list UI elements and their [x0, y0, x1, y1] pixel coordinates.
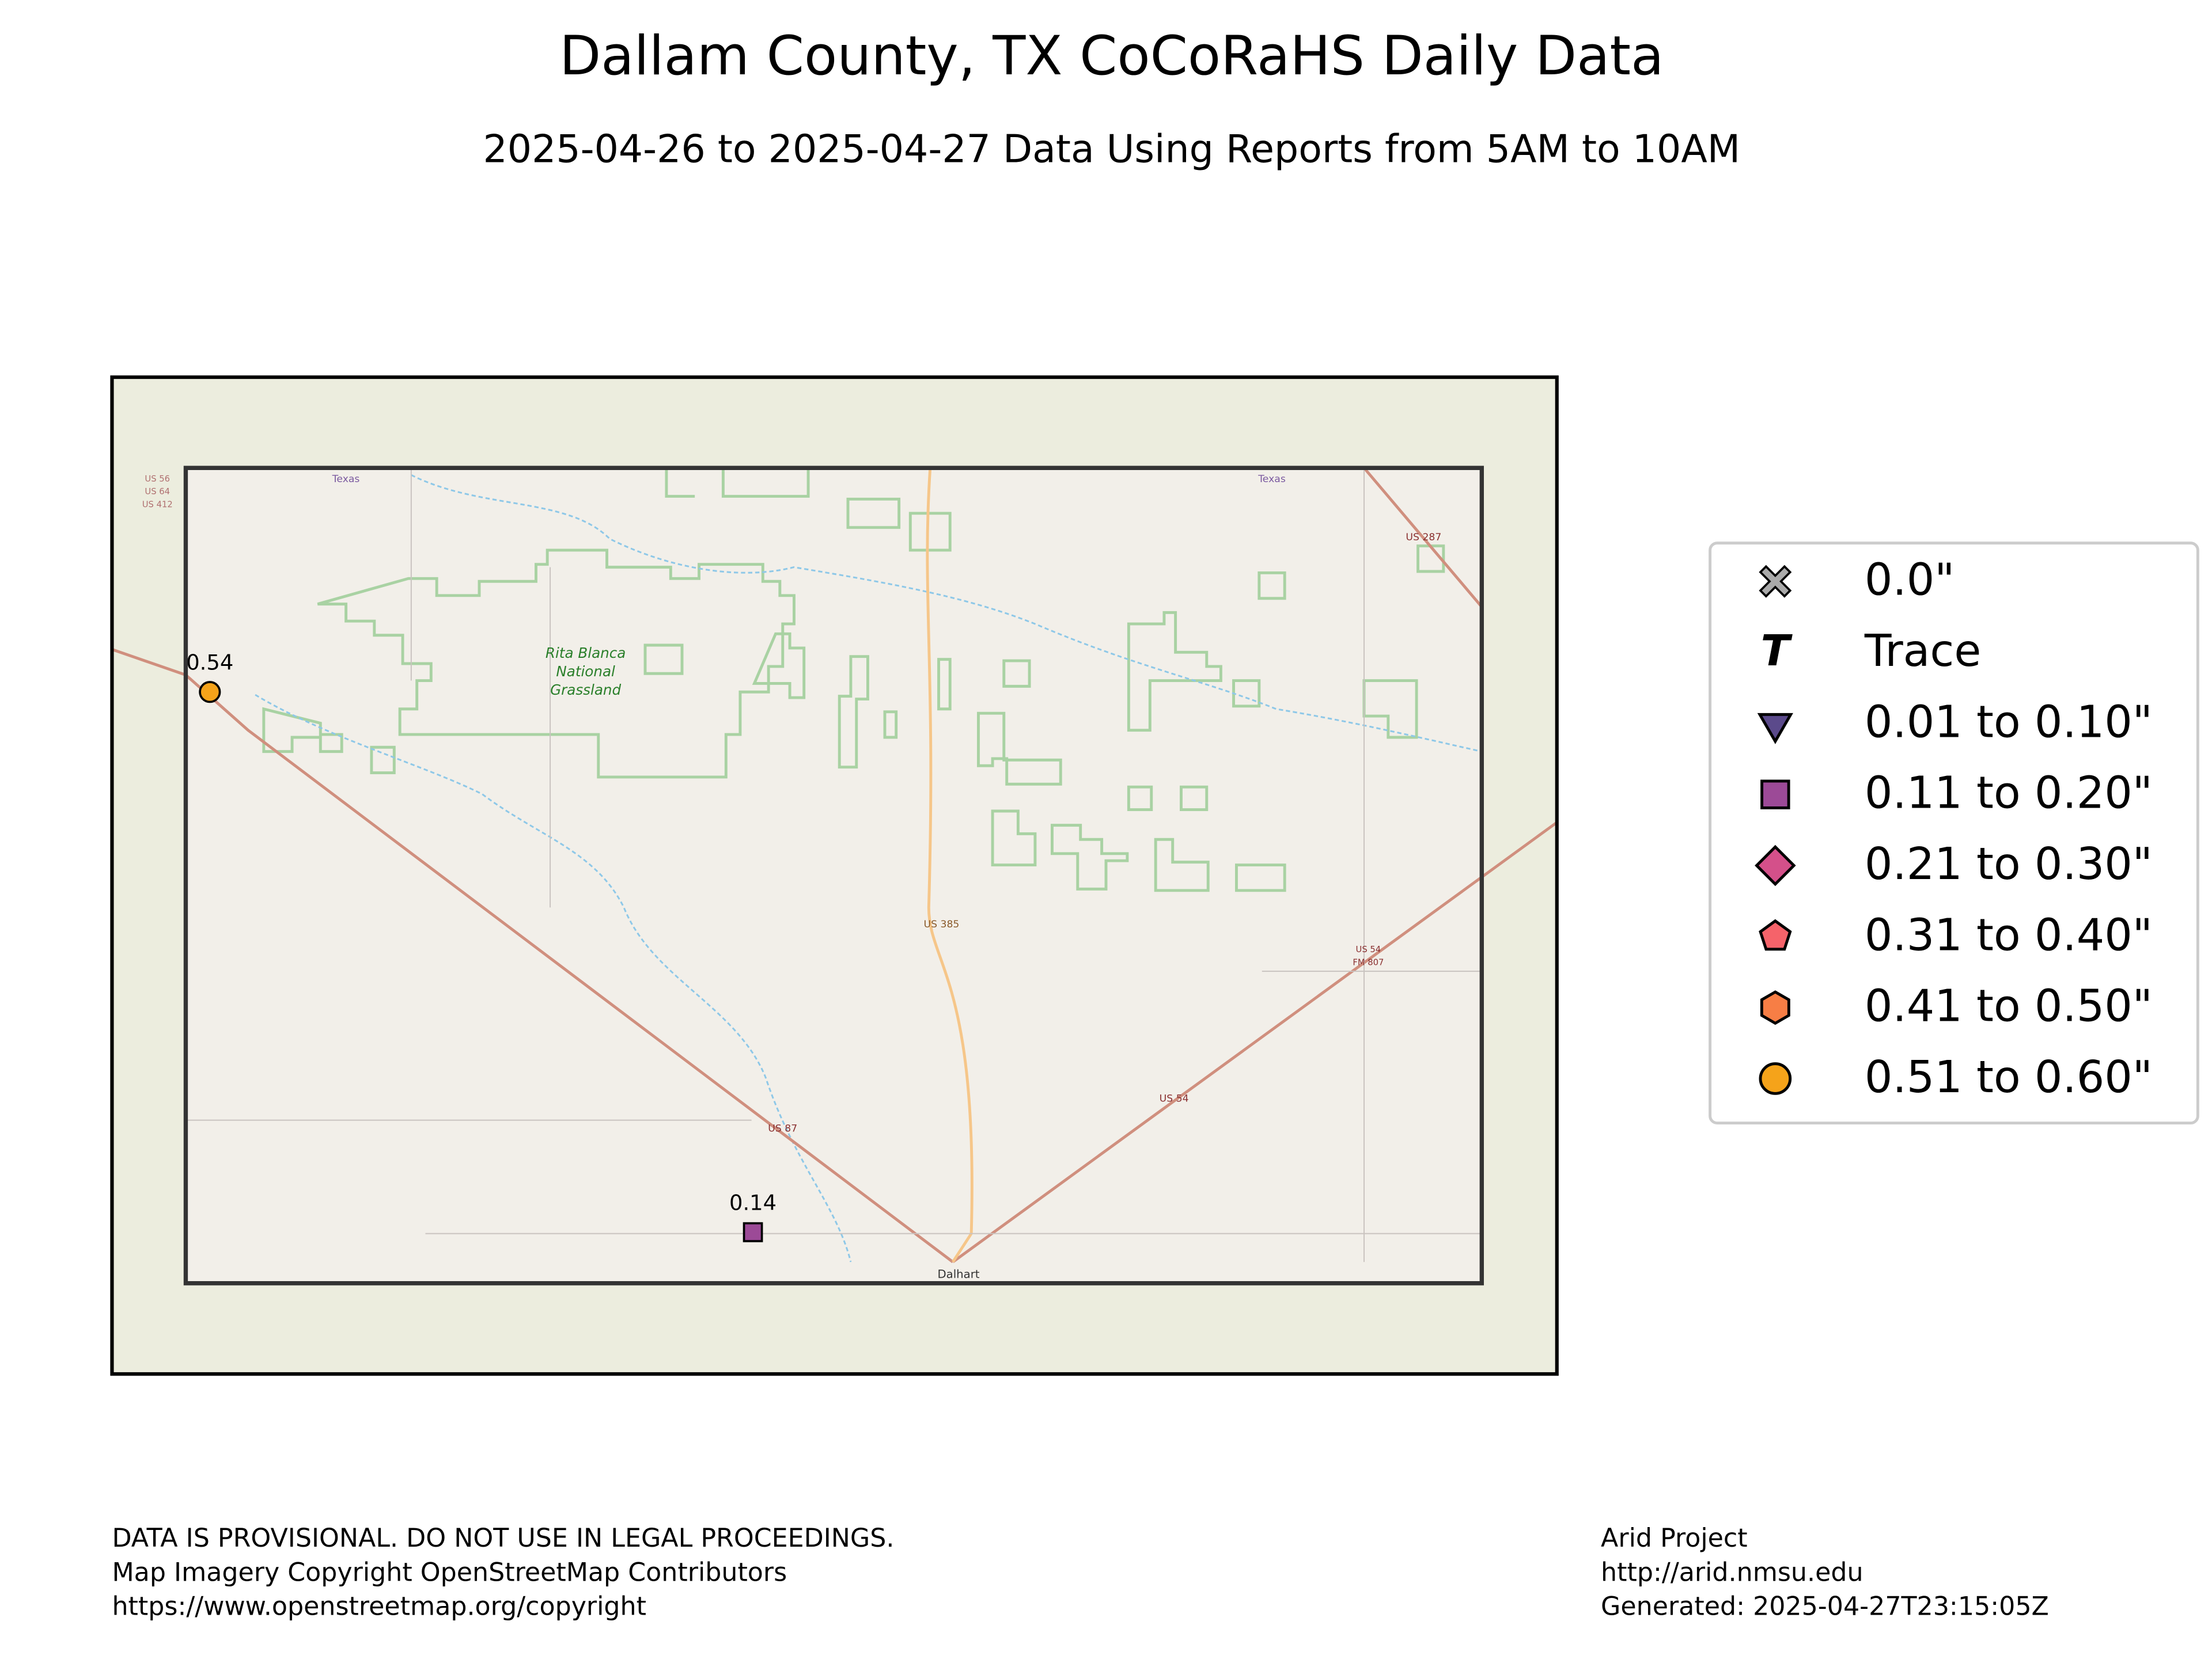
- legend-marker: [1760, 990, 1790, 1025]
- footer-left: Map Imagery Copyright OpenStreetMap Cont…: [112, 1558, 787, 1587]
- map: [110, 375, 1559, 1376]
- legend-marker: [1759, 1062, 1792, 1095]
- footer-left: https://www.openstreetmap.org/copyright: [112, 1592, 646, 1621]
- legend-label: 0.0": [1865, 554, 1955, 605]
- footer-right: Generated: 2025-04-27T23:15:05Z: [1601, 1592, 2049, 1621]
- legend-label: 0.01 to 0.10": [1865, 696, 2153, 747]
- legend-marker: [1757, 713, 1793, 744]
- legend-marker: T: [1761, 626, 1793, 676]
- legend-box: [1709, 541, 2199, 1124]
- map-label: Texas: [332, 474, 360, 485]
- map-label: US 54: [1160, 1093, 1189, 1105]
- map-label: US 412: [142, 499, 173, 509]
- map-label: US 64: [145, 487, 170, 497]
- map-label: Grassland: [550, 681, 621, 698]
- map-label: US 87: [768, 1123, 797, 1134]
- legend-marker: [1760, 779, 1790, 809]
- legend-label: 0.31 to 0.40": [1865, 909, 2153, 960]
- rivers: [255, 474, 1482, 1263]
- legend-label: 0.11 to 0.20": [1865, 767, 2153, 819]
- map-label: Dalhart: [937, 1267, 979, 1281]
- map-label: US 56: [145, 474, 170, 484]
- legend-label: 0.41 to 0.50": [1865, 980, 2153, 1032]
- grassland: [262, 468, 1445, 892]
- station-marker: [199, 681, 221, 703]
- map-label: US 385: [924, 919, 960, 930]
- map-label: Texas: [1257, 474, 1286, 485]
- legend-label: Trace: [1864, 625, 1981, 676]
- station-marker: [743, 1222, 763, 1243]
- footer-left: DATA IS PROVISIONAL. DO NOT USE IN LEGAL…: [112, 1524, 894, 1553]
- legend-marker: [1759, 565, 1792, 598]
- legend-label: 0.21 to 0.30": [1865, 838, 2153, 889]
- map-label: FM 807: [1353, 957, 1384, 967]
- legend-label: 0.51 to 0.60": [1865, 1051, 2153, 1103]
- legend-marker: [1759, 919, 1792, 951]
- station-label: 0.54: [186, 650, 233, 675]
- map-label: Rita Blanca: [546, 645, 626, 661]
- legend-marker: [1755, 844, 1796, 887]
- footer-right: http://arid.nmsu.edu: [1601, 1558, 1863, 1587]
- roads: [111, 467, 1558, 1263]
- county-area: [185, 468, 1482, 1283]
- map-label: National: [556, 663, 615, 680]
- map-label: US 287: [1406, 532, 1441, 543]
- footer-right: Arid Project: [1601, 1524, 1748, 1553]
- station-label: 0.14: [729, 1190, 777, 1215]
- county-border: [183, 465, 1484, 1286]
- map-frame: [110, 375, 1559, 1376]
- footer: DATA IS PROVISIONAL. DO NOT USE IN LEGAL…: [112, 1524, 2048, 1621]
- title: Dallam County, TX CoCoRaHS Daily Data: [559, 25, 1664, 88]
- map-label: US 54: [1356, 945, 1381, 955]
- subtitle: 2025-04-26 to 2025-04-27 Data Using Repo…: [483, 126, 1741, 171]
